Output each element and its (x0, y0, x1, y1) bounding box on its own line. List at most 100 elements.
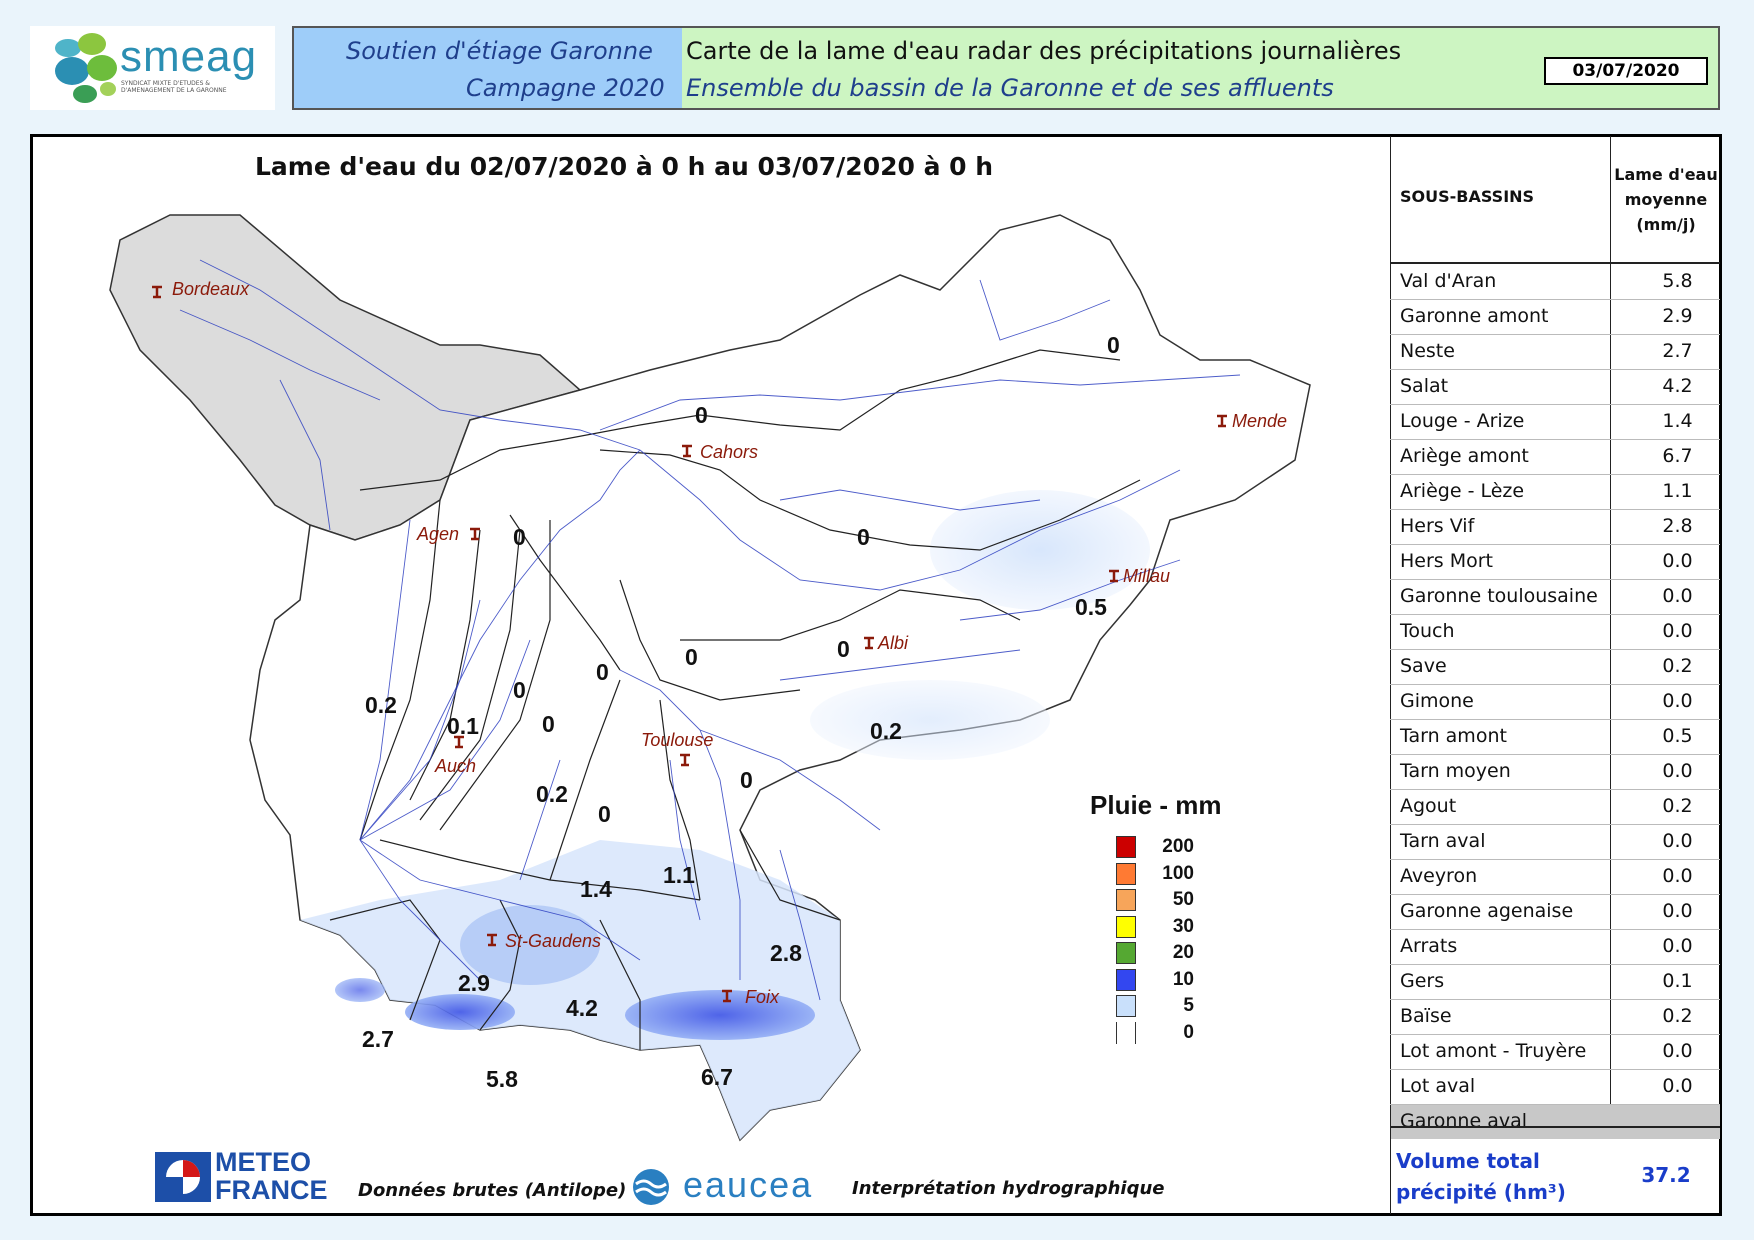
table-row-name: Tarn moyen (1400, 760, 1511, 782)
rain-salat (460, 905, 600, 985)
table-row-value: 0.2 (1662, 655, 1693, 677)
table-row-separator (1390, 789, 1720, 790)
city-label-cahors: Cahors (700, 442, 759, 462)
table-row-separator (1390, 894, 1720, 895)
table-row-separator (1390, 754, 1720, 755)
table-row-separator (1390, 1104, 1720, 1105)
light-rain-tarn (810, 680, 1050, 760)
city-marker-icon (1109, 569, 1119, 583)
table-row-value: 0.0 (1662, 865, 1693, 887)
interpretation-text: Interprétation hydrographique (852, 1178, 1165, 1199)
table-row-value: 0.0 (1662, 620, 1693, 642)
header-date: 03/07/2020 (1544, 57, 1708, 85)
basin-value-label: 0 (513, 524, 526, 550)
table-row-name: Hers Vif (1400, 515, 1475, 537)
basin-value-label: 0 (513, 677, 526, 703)
basin-value-label: 0 (740, 767, 753, 793)
legend-label: 5 (1183, 995, 1194, 1016)
city-marker-icon (487, 933, 497, 947)
basin-value-label: 0.5 (1075, 594, 1107, 620)
city-label-toulouse: Toulouse (641, 730, 714, 750)
table-row-name: Agout (1400, 795, 1457, 817)
table-row-separator (1390, 999, 1720, 1000)
map-title: Lame d'eau du 02/07/2020 à 0 h au 03/07/… (255, 152, 994, 181)
basin-value-label: 0 (596, 659, 609, 685)
table-header-mean: Lame d'eau moyenne (mm/j) (1612, 162, 1720, 237)
legend-title: Pluie - mm (1090, 790, 1222, 820)
legend-swatch (1116, 942, 1136, 964)
logo-text: smeag (120, 32, 258, 81)
heavy-rain-val-aran (405, 994, 515, 1030)
legend-swatch (1116, 889, 1136, 911)
table-row-value: 0.0 (1662, 900, 1693, 922)
table-row-name: Garonne toulousaine (1400, 585, 1598, 607)
basin-value-label: 0.1 (447, 713, 479, 739)
table-row-separator (1390, 579, 1720, 580)
table-row-name: Neste (1400, 340, 1455, 362)
table-row-name: Baïse (1400, 1005, 1452, 1027)
eaucea-logo-icon (633, 1169, 669, 1205)
heavy-rain-ariege (625, 990, 815, 1040)
table-row-separator (1390, 964, 1720, 965)
legend-label: 30 (1172, 915, 1194, 937)
table-row-separator (1390, 474, 1720, 475)
table-row-name: Save (1400, 655, 1447, 677)
basin-value-label: 0 (857, 524, 870, 550)
heavy-rain-neste (335, 978, 385, 1002)
table-header-mean-line1: Lame d'eau (1614, 165, 1718, 184)
city-marker-icon (864, 636, 874, 650)
city-label-st-gaudens: St-Gaudens (505, 931, 602, 951)
header-campaign-title: Soutien d'étiage Garonne (346, 37, 653, 65)
legend-swatch (1116, 968, 1136, 991)
table-row-name: Arrats (1400, 935, 1458, 957)
header-left-panel (292, 26, 682, 110)
basin-value-label: 0.2 (870, 718, 902, 744)
table-row-value: 6.7 (1662, 445, 1693, 467)
city-label-bordeaux: Bordeaux (172, 279, 250, 299)
legend-label: 100 (1162, 862, 1194, 884)
legend-swatch (1116, 915, 1136, 938)
table-header-separator (1390, 262, 1720, 264)
table-row-value: 0.0 (1662, 585, 1693, 607)
city-label-albi: Albi (878, 633, 909, 653)
basin-value-label: 2.8 (770, 940, 802, 966)
table-row-name: Gers (1400, 970, 1445, 992)
basin-value-label: 2.9 (458, 970, 490, 996)
table-row-separator (1390, 929, 1720, 930)
basin-value-label: 4.2 (566, 995, 598, 1021)
basin-value-label: 0 (685, 644, 698, 670)
basin-value-label: 0 (542, 711, 555, 737)
table-row-separator (1390, 859, 1720, 860)
legend-label: 0 (1183, 1021, 1194, 1043)
city-label-agen: Agen (417, 524, 460, 544)
table-row-name: Louge - Arize (1400, 410, 1525, 432)
city-label-foix: Foix (745, 987, 780, 1007)
header-campaign-year: Campagne 2020 (466, 74, 665, 102)
table-row-name: Val d'Aran (1400, 270, 1497, 292)
table-row-value: 0.0 (1662, 935, 1693, 957)
city-label-millau: Millau (1123, 566, 1171, 586)
smeag-logo-icon (55, 33, 117, 103)
eaucea-logo: eaucea (683, 1164, 814, 1205)
meteo-logo-line1: METEO (215, 1147, 312, 1177)
table-row-value: 2.9 (1662, 305, 1693, 327)
basin-value-label: 0 (695, 402, 708, 428)
river-network (179, 259, 1241, 1001)
table-row-value: 5.8 (1662, 270, 1693, 292)
legend-label: 20 (1172, 942, 1194, 963)
basin-value-label: 0.2 (365, 692, 397, 718)
table-total-separator (1390, 1126, 1720, 1128)
table-row-separator (1390, 1034, 1720, 1035)
table-row-name: Ariège amont (1400, 445, 1529, 467)
table-row-name: Garonne agenaise (1400, 900, 1574, 922)
basin-value-label: 1.4 (580, 876, 612, 902)
table-row-highlight (1391, 1104, 1720, 1139)
logo-subtitle: SYNDICAT MIXTE D'ETUDES & D'AMENAGEMENT … (121, 80, 227, 94)
table-row-value: 4.2 (1662, 375, 1693, 397)
table-row-name: Garonne aval (1400, 1110, 1528, 1132)
table-row-separator (1390, 649, 1720, 650)
table-row-separator (1390, 334, 1720, 335)
basin-value-label: 5.8 (486, 1066, 518, 1092)
table-row-value: 1.4 (1662, 410, 1693, 432)
basin-value-label: 0 (837, 636, 850, 662)
